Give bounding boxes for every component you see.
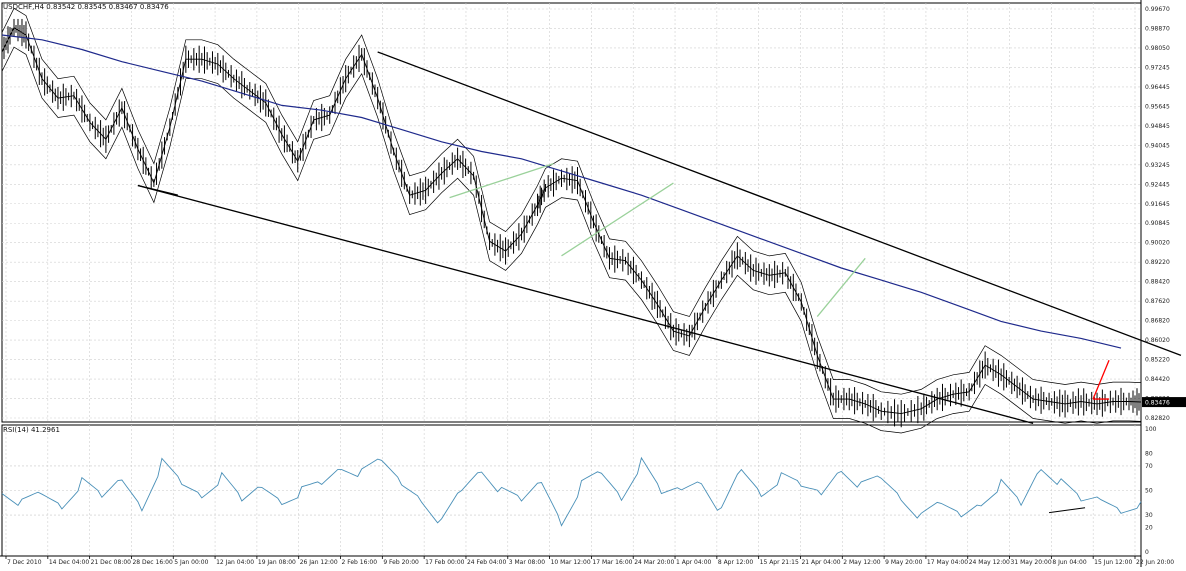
price-tick-label: 0.95645 bbox=[1145, 103, 1170, 110]
time-tick-label: 24 Mar 20:00 bbox=[634, 559, 674, 566]
rsi-tick-label: 50 bbox=[1145, 488, 1153, 495]
trendline bbox=[377, 51, 1182, 356]
price-tick-label: 0.84420 bbox=[1145, 376, 1170, 383]
time-tick-label: 15 Jun 12:00 bbox=[1094, 559, 1132, 566]
moving-average-line bbox=[1, 34, 1122, 349]
price-tick-label: 0.87620 bbox=[1145, 298, 1170, 305]
rsi-line bbox=[1, 456, 1142, 527]
price-tick-label: 0.92445 bbox=[1145, 181, 1170, 188]
rsi-trendline bbox=[1049, 507, 1086, 514]
time-tick-label: 19 Jan 08:00 bbox=[258, 559, 296, 566]
rsi-title: RSI(14) 41.2961 bbox=[3, 426, 60, 434]
trendline bbox=[449, 163, 554, 199]
price-tick-label: 0.86020 bbox=[1145, 337, 1170, 344]
price-tick-label: 0.89220 bbox=[1145, 259, 1170, 266]
time-axis: 7 Dec 2010 14 Dec 04:00 21 Dec 08:00 28 Dec… bbox=[0, 555, 1174, 566]
price-chart-title: USDCHF,H4 0.83542 0.83545 0.83467 0.8347… bbox=[3, 3, 169, 11]
time-tick-label: 1 Apr 04:00 bbox=[676, 559, 711, 566]
price-tick-label: 0.98050 bbox=[1145, 45, 1170, 52]
price-tick-label: 0.94845 bbox=[1145, 123, 1170, 130]
bollinger-lower bbox=[1, 46, 1142, 434]
time-tick-label: 2 Feb 16:00 bbox=[342, 559, 378, 566]
time-tick-label: 9 May 20:00 bbox=[885, 559, 923, 566]
time-tick-label: 12 Jan 04:00 bbox=[216, 559, 254, 566]
price-tick-label: 0.97245 bbox=[1145, 64, 1170, 71]
trendline bbox=[561, 182, 674, 257]
time-tick-label: 14 Dec 04:00 bbox=[49, 559, 90, 566]
price-tick-label: 0.96445 bbox=[1145, 84, 1170, 91]
time-tick-label: 26 Jan 12:00 bbox=[300, 559, 338, 566]
time-tick-label: 17 Mar 16:00 bbox=[592, 559, 632, 566]
price-tick-label: 0.98870 bbox=[1145, 25, 1170, 32]
rsi-tick-label: 0 bbox=[1145, 549, 1149, 556]
price-tick-label: 0.99670 bbox=[1145, 6, 1170, 13]
trendline bbox=[816, 257, 866, 317]
time-tick-label: 7 Dec 2010 bbox=[7, 559, 42, 566]
last-price-box bbox=[1142, 397, 1186, 408]
time-tick-label: 8 Apr 12:00 bbox=[718, 559, 753, 566]
rsi-tick-label: 100 bbox=[1145, 426, 1157, 433]
price-tick-label: 0.94045 bbox=[1145, 142, 1170, 149]
time-tick-label: 31 May 20:00 bbox=[1011, 559, 1052, 566]
price-tick-label: 0.88420 bbox=[1145, 279, 1170, 286]
time-tick-label: 24 Feb 04:00 bbox=[467, 559, 507, 566]
red-marker-line bbox=[1092, 359, 1110, 400]
time-tick-label: 15 Apr 21:15 bbox=[760, 559, 799, 566]
time-tick-label: 9 Feb 20:00 bbox=[383, 559, 419, 566]
time-tick-label: 28 Dec 16:00 bbox=[132, 559, 173, 566]
rsi-tick-label: 20 bbox=[1145, 524, 1153, 531]
time-tick-label: 2 May 12:00 bbox=[843, 559, 881, 566]
time-tick-label: 17 May 04:00 bbox=[927, 559, 968, 566]
rsi-tick-label: 70 bbox=[1145, 463, 1153, 470]
price-tick-label: 0.93245 bbox=[1145, 162, 1170, 169]
rsi-tick-label: 30 bbox=[1145, 512, 1153, 519]
price-tick-label: 0.86820 bbox=[1145, 318, 1170, 325]
time-tick-label: 21 Dec 08:00 bbox=[91, 559, 132, 566]
time-tick-label: 22 Jun 20:00 bbox=[1136, 559, 1174, 566]
time-tick-label: 17 Feb 00:00 bbox=[425, 559, 465, 566]
time-tick-label: 3 Mar 08:00 bbox=[509, 559, 545, 566]
time-tick-label: 21 Apr 04:00 bbox=[801, 559, 840, 566]
price-tick-label: 0.90845 bbox=[1145, 220, 1170, 227]
price-tick-label: 0.91645 bbox=[1145, 201, 1170, 208]
last-price-label: 0.83476 bbox=[1145, 400, 1170, 407]
trendline bbox=[137, 184, 1034, 424]
price-tick-label: 0.85220 bbox=[1145, 357, 1170, 364]
time-tick-label: 8 Jun 04:00 bbox=[1052, 559, 1086, 566]
time-tick-label: 5 Jan 00:00 bbox=[174, 559, 208, 566]
price-tick-label: 0.82820 bbox=[1145, 415, 1170, 422]
price-tick-label: 0.90020 bbox=[1145, 240, 1170, 247]
trendline bbox=[137, 184, 178, 196]
time-tick-label: 24 May 12:00 bbox=[969, 559, 1010, 566]
bollinger-upper bbox=[1, 7, 1142, 395]
time-tick-label: 10 Mar 12:00 bbox=[551, 559, 591, 566]
rsi-tick-label: 80 bbox=[1145, 451, 1153, 458]
